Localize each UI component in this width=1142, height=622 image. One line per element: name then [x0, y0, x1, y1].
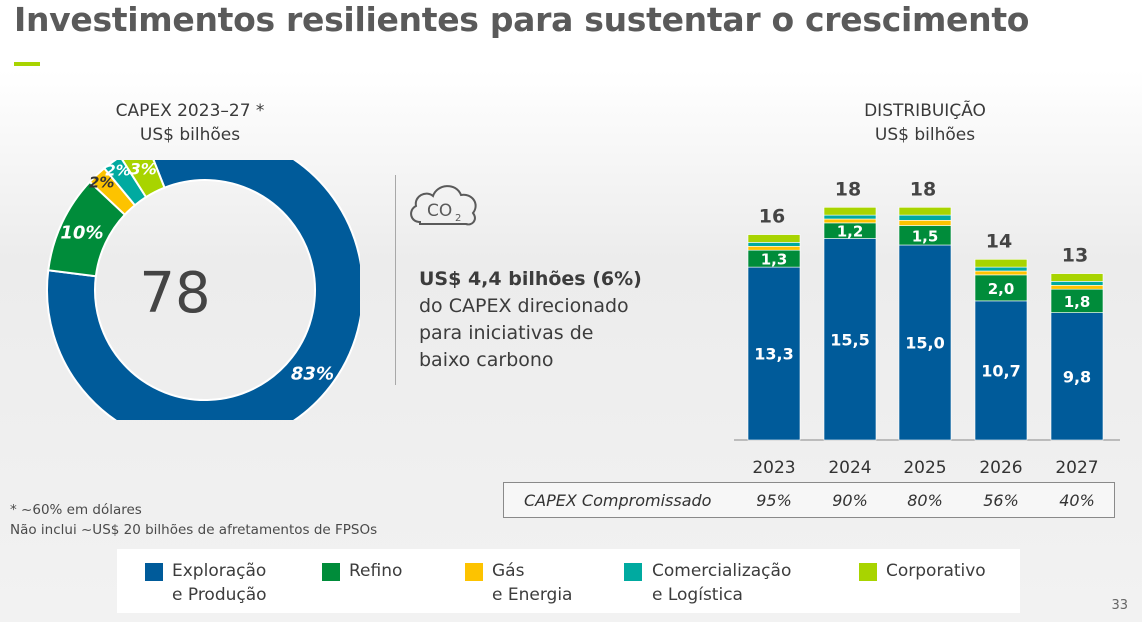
legend-label-gas-2: e Energia [492, 585, 573, 605]
bar-ep-2026 [974, 300, 1028, 441]
donut-header: CAPEX 2023–27 * US$ bilhões [60, 99, 320, 147]
capex-committed-2024: 90% [832, 491, 868, 510]
bar-refino-2026 [974, 274, 1028, 302]
legend-label-comercializacao-2: e Logística [652, 585, 743, 605]
legend-item-ep: Exploração e Produção [172, 559, 267, 607]
x-tick-2025: 2025 [903, 458, 946, 478]
svg-text:2: 2 [455, 213, 461, 224]
donut-slice-corporativo [121, 160, 166, 199]
bar-gas-2024 [823, 218, 877, 224]
bar-label-refino-2025: 1,5 [912, 227, 939, 245]
donut-unit: US$ bilhões [139, 125, 241, 145]
legend-label-ep-2: e Produção [172, 585, 267, 605]
bar-total-2023: 16 [759, 206, 785, 228]
bar-label-ep-2026: 10,7 [981, 361, 1020, 380]
donut-label-gas: 2% [89, 173, 114, 191]
bar-label-ep-2027: 9,8 [1063, 367, 1091, 386]
legend-swatch-gas [465, 563, 483, 581]
footnotes: * ~60% em dólares Não inclui ~US$ 20 bil… [10, 500, 377, 540]
capex-committed-row: CAPEX Compromissado 95% 90% 80% 56% 40% [503, 482, 1115, 518]
legend-item-comercializacao: Comercialização e Logística [652, 559, 791, 607]
capex-committed-2023: 95% [756, 491, 792, 510]
legend-swatch-refino [322, 563, 340, 581]
bar-label-ep-2023: 13,3 [754, 345, 793, 364]
distribution-bar-chart: 13,3 1,3 16 2023 15,5 1,2 18 2024 15,0 1,5 18 2025 1… [734, 178, 1120, 478]
legend-label-refino: Refino [349, 561, 403, 581]
footnote-fpso: Não inclui ~US$ 20 bilhões de afretament… [10, 522, 378, 538]
svg-text:CO: CO [427, 201, 452, 221]
legend-label-gas-1: Gás [492, 561, 525, 581]
co2-cloud-icon: CO 2 [410, 185, 477, 226]
x-tick-2023: 2023 [752, 458, 795, 478]
bar-total-2025: 18 [910, 178, 936, 200]
legend-item-refino: Refino [349, 559, 402, 583]
x-tick-2026: 2026 [979, 458, 1022, 478]
page-title: Investimentos resilientes para sustentar… [14, 0, 1030, 39]
bar-comercializacao-2023 [747, 242, 801, 247]
legend-swatch-comercializacao [624, 563, 642, 581]
capex-donut-chart: 83%10%2%2%3%78 [46, 160, 360, 420]
legend-swatch-corporativo [859, 563, 877, 581]
capex-committed-2025: 80% [907, 491, 943, 510]
bar-total-2026: 14 [986, 230, 1012, 252]
page-number: 33 [1111, 598, 1128, 613]
legend-swatch-ep [145, 563, 163, 581]
bar-label-ep-2024: 15,5 [830, 330, 869, 349]
legend-label-corporativo: Corporativo [886, 561, 986, 581]
bar-gas-2025 [898, 219, 952, 226]
bar-header: DISTRIBUIÇÃO US$ bilhões [795, 99, 1055, 147]
bar-total-2027: 13 [1062, 245, 1088, 267]
title-accent-bar [14, 62, 40, 66]
legend-label-ep-1: Exploração [172, 561, 267, 581]
donut-label-corporativo: 3% [130, 160, 157, 178]
capex-committed-2027: 40% [1059, 491, 1095, 510]
donut-label-comercializacao: 2% [105, 162, 130, 180]
bar-comercializacao-2024 [823, 214, 877, 220]
donut-label-ep: 83% [291, 364, 334, 385]
donut-title: CAPEX 2023–27 * [115, 101, 265, 121]
bar-gas-2023 [747, 246, 801, 251]
donut-label-refino: 10% [60, 222, 103, 243]
bar-comercializacao-2026 [974, 266, 1028, 272]
donut-center-total: 78 [139, 261, 210, 326]
bar-corporativo-2025 [898, 206, 952, 216]
footnote-currency: * ~60% em dólares [10, 502, 142, 518]
low-carbon-amount: US$ 4,4 bilhões (6%) [419, 268, 642, 290]
bar-label-refino-2026: 2,0 [988, 280, 1015, 298]
capex-committed-label: CAPEX Compromissado [524, 491, 712, 510]
low-carbon-line3: para iniciativas de [419, 322, 594, 344]
low-carbon-text: US$ 4,4 bilhões (6%) do CAPEX direcionad… [419, 266, 679, 374]
bar-corporativo-2023 [747, 234, 801, 243]
bar-label-ep-2025: 15,0 [905, 334, 944, 353]
bar-ep-2023 [747, 266, 801, 441]
bar-label-refino-2023: 1,3 [761, 251, 788, 269]
legend-label-comercializacao-1: Comercialização [652, 561, 792, 581]
donut-slice-ep [46, 160, 360, 420]
bar-unit: US$ bilhões [874, 125, 976, 145]
capex-committed-2026: 56% [983, 491, 1019, 510]
legend: Exploração e Produção Refino Gás e Energ… [117, 549, 1020, 613]
x-tick-2027: 2027 [1055, 458, 1098, 478]
vertical-divider [395, 175, 396, 385]
bar-ep-2025 [898, 244, 952, 441]
bar-label-refino-2024: 1,2 [837, 223, 864, 241]
legend-item-gas: Gás e Energia [492, 559, 572, 607]
bar-corporativo-2024 [823, 206, 877, 216]
bar-title: DISTRIBUIÇÃO [864, 101, 986, 121]
legend-item-corporativo: Corporativo [886, 559, 986, 583]
bar-comercializacao-2025 [898, 214, 952, 221]
bar-gas-2027 [1050, 285, 1104, 290]
bar-total-2024: 18 [835, 178, 861, 200]
low-carbon-line2: do CAPEX direcionado [419, 295, 629, 317]
bar-comercializacao-2027 [1050, 281, 1104, 286]
bar-corporativo-2027 [1050, 273, 1104, 282]
bar-gas-2026 [974, 270, 1028, 276]
bar-label-refino-2027: 1,8 [1064, 293, 1091, 311]
x-tick-2024: 2024 [828, 458, 871, 478]
bar-ep-2027 [1050, 312, 1104, 441]
low-carbon-line4: baixo carbono [419, 349, 554, 371]
bar-corporativo-2026 [974, 259, 1028, 268]
